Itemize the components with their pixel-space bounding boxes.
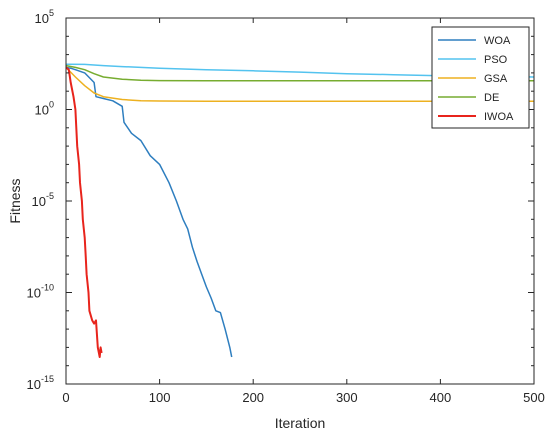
y-axis-title: Fitness [7, 178, 23, 223]
legend: WOA PSO GSA DE IWOA [431, 26, 530, 129]
series-line-woa [65, 66, 233, 358]
y-tick-label: 105 [35, 8, 54, 26]
y-tick-label: 10-15 [27, 374, 54, 392]
series-line-gsa [65, 66, 534, 103]
x-tick-label: 400 [430, 390, 452, 405]
x-tick-label: 500 [523, 390, 545, 405]
y-tick-label-base: 10 [35, 11, 49, 26]
x-axis: 0 100 200 300 400 500 [62, 18, 545, 405]
legend-label-iwoa: IWOA [484, 111, 514, 123]
y-tick-label-base: 10 [27, 377, 41, 392]
y-tick-label-exponent: 0 [49, 100, 54, 110]
x-axis-title: Iteration [275, 415, 326, 431]
y-tick-label-exponent: 5 [49, 8, 54, 18]
series-line-de [65, 64, 534, 82]
y-tick-label-exponent: -15 [41, 374, 54, 384]
y-tick-label: 100 [35, 100, 54, 118]
y-tick-label-base: 10 [35, 103, 49, 118]
x-tick-label: 300 [336, 390, 358, 405]
legend-label-woa: WOA [484, 35, 511, 47]
legend-label-gsa: GSA [484, 73, 508, 85]
y-tick-label-exponent: -10 [41, 283, 54, 293]
y-tick-label: 10-5 [32, 191, 54, 209]
y-tick-label-base: 10 [27, 286, 41, 301]
legend-label-pso: PSO [484, 54, 508, 66]
y-tick-label: 10-10 [27, 283, 54, 301]
x-tick-label: 100 [149, 390, 171, 405]
legend-label-de: DE [484, 92, 499, 104]
series-line-iwoa [65, 66, 103, 358]
y-tick-label-base: 10 [32, 194, 46, 209]
x-tick-label: 200 [242, 390, 264, 405]
x-tick-label: 0 [62, 390, 69, 405]
y-tick-label-exponent: -5 [46, 191, 54, 201]
